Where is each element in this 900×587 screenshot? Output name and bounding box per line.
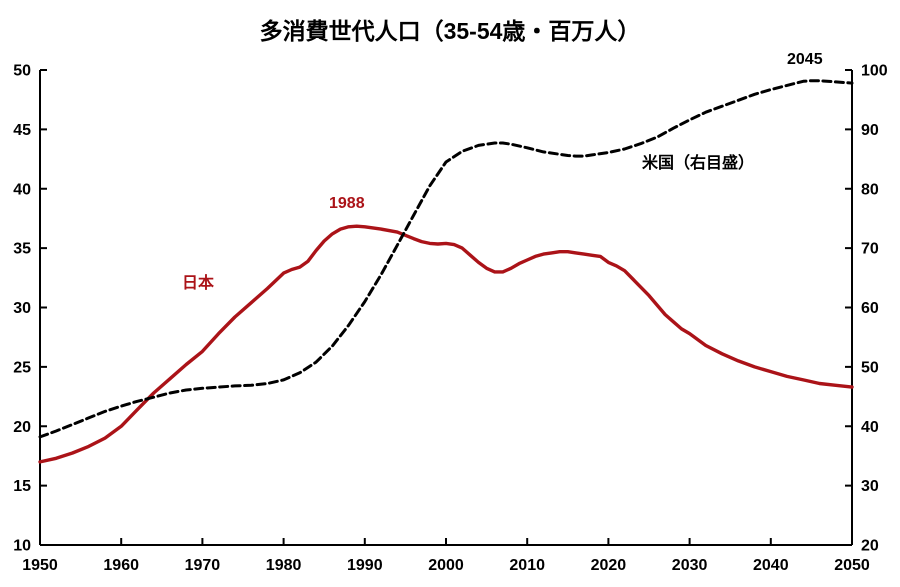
right-axis-tick-label: 20 — [861, 538, 879, 555]
x-axis-tick-label: 2000 — [428, 557, 464, 574]
x-axis-tick-label: 1990 — [347, 557, 383, 574]
japan-series-line — [38, 224, 854, 464]
left-axis-tick-label: 10 — [13, 538, 31, 555]
left-axis-tick-label: 20 — [13, 419, 31, 436]
x-axis-tick-label: 1950 — [22, 557, 58, 574]
x-axis-tick-label: 1980 — [266, 557, 302, 574]
right-axis-tick-label: 30 — [861, 478, 879, 495]
left-axis-tick-label: 25 — [13, 359, 31, 376]
x-axis-tick-label: 2010 — [509, 557, 545, 574]
left-axis-tick-label: 50 — [13, 63, 31, 80]
right-axis-tick-label: 90 — [861, 122, 879, 139]
right-axis-tick-label: 70 — [861, 241, 879, 258]
x-axis-tick-label: 1960 — [103, 557, 139, 574]
left-axis-tick-label: 45 — [13, 122, 31, 139]
x-axis-tick-label: 2030 — [672, 557, 708, 574]
annotation-us-peak-year: 2045 — [787, 51, 823, 68]
right-axis-tick-label: 50 — [861, 359, 879, 376]
left-axis-tick-label: 30 — [13, 300, 31, 317]
series-label-japan: 日本 — [182, 275, 215, 292]
x-axis-tick-label: 1970 — [185, 557, 221, 574]
right-axis-tick-label: 40 — [861, 419, 879, 436]
x-axis-tick-label: 2020 — [591, 557, 627, 574]
x-axis-tick-label: 2040 — [753, 557, 789, 574]
right-axis-tick-label: 80 — [861, 181, 879, 198]
left-axis-tick-label: 35 — [13, 241, 31, 258]
left-axis-tick-label: 40 — [13, 181, 31, 198]
left-axis-tick-label: 15 — [13, 478, 31, 495]
series-label-us: 米国（右目盛） — [642, 155, 755, 172]
us-series-line — [38, 79, 854, 439]
right-axis-tick-label: 60 — [861, 300, 879, 317]
annotation-japan-peak-year: 1988 — [329, 195, 365, 212]
x-axis-tick-label: 2050 — [834, 557, 870, 574]
chart-title: 多消費世代人口（35-54歳・百万人） — [259, 18, 641, 44]
right-axis-tick-label: 100 — [861, 63, 888, 80]
